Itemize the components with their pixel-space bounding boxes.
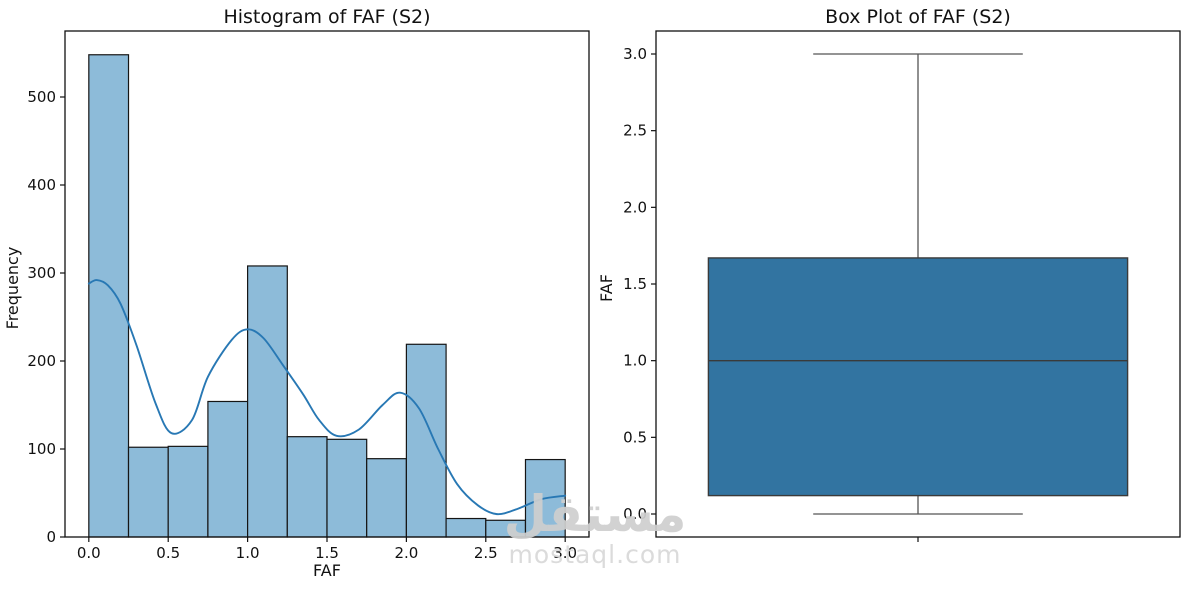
histogram-xtick-label: 2.0 — [394, 544, 418, 562]
histogram-xtick-label: 0.5 — [156, 544, 180, 562]
boxplot-ytick-label: 0.5 — [623, 428, 647, 446]
histogram-ytick-label: 0 — [46, 528, 56, 546]
kde-curve — [87, 279, 567, 516]
boxplot-panel: Box Plot of FAF (S2) FAF 0.0 0.5 1.0 1.5 2.0 2.… — [597, 6, 1181, 542]
histogram-bar — [485, 519, 527, 538]
histogram-ytick-label: 500 — [27, 88, 56, 106]
histogram-bar — [445, 517, 487, 538]
histogram-xtick-label: 0.0 — [77, 544, 101, 562]
histogram-ylabel: Frequency — [3, 247, 22, 330]
histogram-bar — [405, 343, 447, 538]
boxplot-ytick-label: 2.5 — [623, 122, 647, 140]
histogram-xlabel: FAF — [313, 561, 341, 580]
histogram-bar — [326, 438, 368, 538]
histogram-bar — [366, 458, 407, 538]
histogram-bar — [207, 400, 249, 538]
histogram-ytick-label: 400 — [27, 176, 56, 194]
histogram-bar — [127, 446, 169, 538]
boxplot-ytick-label: 2.0 — [623, 198, 647, 216]
histogram-bar — [247, 265, 288, 538]
histogram-title: Histogram of FAF (S2) — [223, 6, 430, 28]
histogram-bar — [286, 436, 328, 538]
boxplot-ytick-label: 1.5 — [623, 275, 647, 293]
histogram-xtick-label: 1.0 — [236, 544, 260, 562]
histogram-xtick-label: 1.5 — [315, 544, 339, 562]
histogram-xtick-label: 3.0 — [553, 544, 577, 562]
histogram-ytick-label: 200 — [27, 352, 56, 370]
iqr-box — [707, 257, 1129, 497]
histogram-panel: Histogram of FAF (S2) Frequency FAF 0.0 0.5 1… — [3, 6, 590, 580]
histogram-xtick-label: 2.5 — [474, 544, 498, 562]
boxplot-ylabel: FAF — [597, 274, 616, 302]
boxplot-ytick-label: 0.0 — [623, 505, 647, 523]
boxplot-title: Box Plot of FAF (S2) — [825, 6, 1011, 28]
boxplot-ytick-label: 1.0 — [623, 352, 647, 370]
boxplot-ytick-label: 3.0 — [623, 45, 647, 63]
histogram-ytick-label: 300 — [27, 264, 56, 282]
histogram-bar — [167, 445, 209, 538]
histogram-bar — [88, 54, 130, 538]
histogram-ytick-label: 100 — [27, 440, 56, 458]
